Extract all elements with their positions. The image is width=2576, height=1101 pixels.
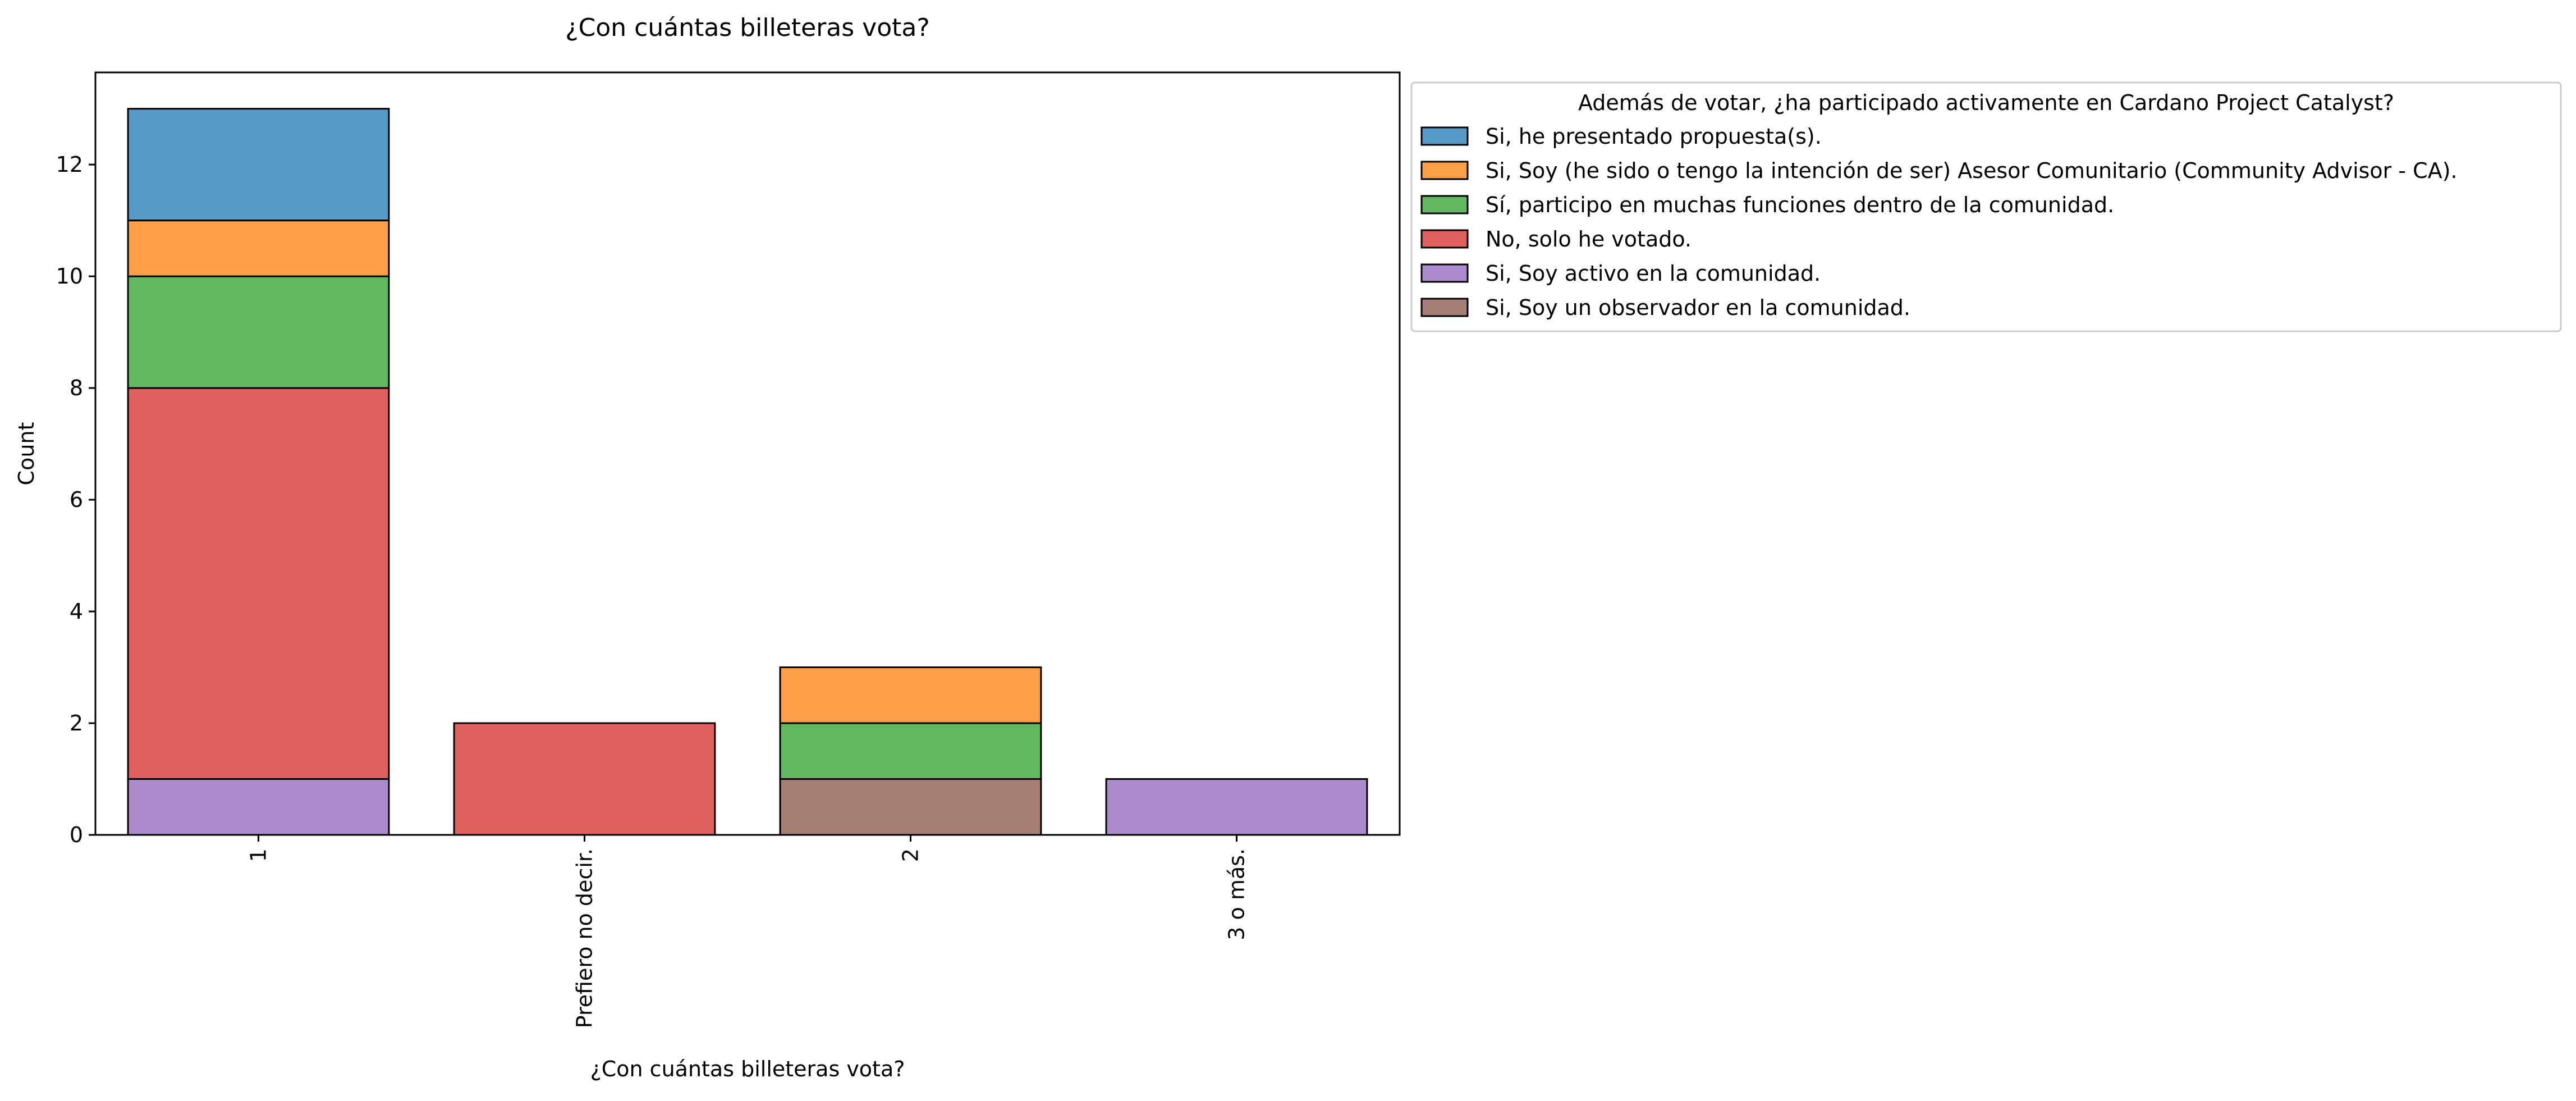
bar-segment bbox=[779, 722, 1042, 780]
chart-title: ¿Con cuántas billeteras vota? bbox=[565, 13, 929, 42]
bar-segment bbox=[127, 275, 390, 389]
legend-frame bbox=[1410, 81, 2562, 332]
legend-swatch bbox=[1420, 229, 1469, 249]
y-tick-label: 2 bbox=[70, 711, 83, 735]
bar-segment bbox=[779, 778, 1042, 836]
legend-entry-label: Si, Soy (he sido o tengo la intención de… bbox=[1486, 158, 2458, 183]
legend-entry-label: Sí, participo en muchas funciones dentro… bbox=[1486, 193, 2114, 217]
y-axis-label: Count bbox=[14, 422, 39, 486]
bar-segment bbox=[127, 220, 390, 277]
legend-entry-label: No, solo he votado. bbox=[1486, 227, 1692, 252]
legend-entry-label: Si, Soy activo en la comunidad. bbox=[1486, 261, 1821, 286]
bar-segment bbox=[779, 666, 1042, 724]
legend-swatch bbox=[1420, 263, 1469, 283]
y-tick-label: 10 bbox=[56, 264, 83, 289]
bar-segment bbox=[453, 722, 716, 836]
plot-frame bbox=[94, 71, 1401, 836]
y-tick-label: 4 bbox=[70, 599, 83, 624]
legend-title: Además de votar, ¿ha participado activam… bbox=[1578, 90, 2394, 115]
x-tick-label: Prefiero no decir. bbox=[572, 848, 597, 1028]
bars-layer bbox=[127, 108, 1368, 836]
x-tick-label: 3 o más. bbox=[1225, 848, 1249, 940]
bar-segment bbox=[1105, 778, 1368, 836]
legend-swatch bbox=[1420, 161, 1469, 180]
x-tick-label: 1 bbox=[246, 848, 271, 862]
x-tick-label: 2 bbox=[899, 848, 923, 862]
y-tick-label: 6 bbox=[70, 487, 83, 512]
axes-layer: 0 2 4 6 8 10 12 1 Prefiero no decir. 2 3 o más. bbox=[56, 152, 1249, 1028]
bar-segment bbox=[127, 778, 390, 836]
legend-entry-label: Si, Soy un observador en la comunidad. bbox=[1486, 295, 1910, 320]
legend-swatch bbox=[1420, 298, 1469, 317]
y-tick-label: 12 bbox=[56, 152, 83, 177]
bar-segment bbox=[127, 108, 390, 222]
y-tick-label: 0 bbox=[70, 823, 83, 847]
legend-swatch bbox=[1420, 126, 1469, 146]
legend-swatch bbox=[1420, 195, 1469, 214]
bar-segment bbox=[127, 387, 390, 780]
x-axis-label: ¿Con cuántas billeteras vota? bbox=[590, 1057, 905, 1081]
legend: Además de votar, ¿ha participado activam… bbox=[1410, 81, 2562, 332]
legend-entry-label: Si, he presentado propuesta(s). bbox=[1486, 124, 1822, 149]
y-tick-label: 8 bbox=[70, 376, 83, 400]
